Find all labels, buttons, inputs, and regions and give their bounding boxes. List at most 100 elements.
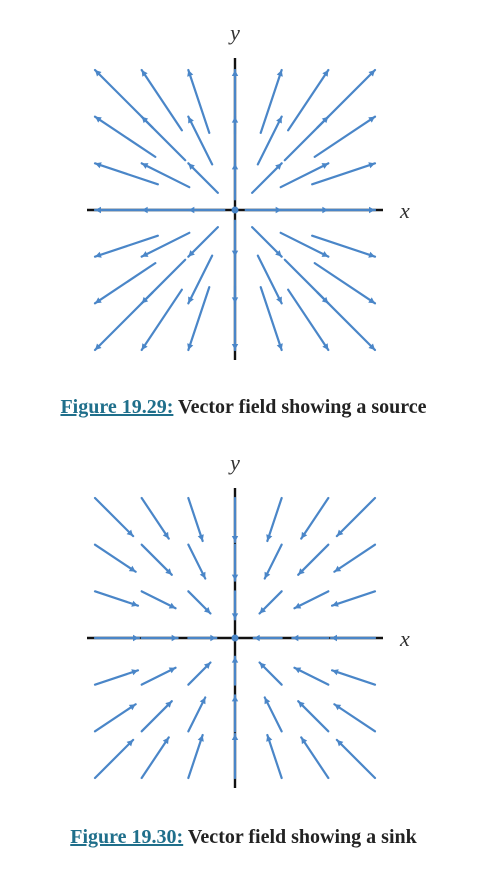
vector-arrow [187,696,207,733]
vector-field-source-diagram: y x [87,20,410,360]
vector-arrow [140,162,191,189]
vector-arrow [231,496,239,544]
vector-arrow [187,206,226,214]
vector-arrow [231,590,239,621]
vector-arrow [316,291,377,352]
vector-arrow [187,543,207,580]
vector-arrow [287,288,330,352]
vector-arrow [140,288,183,352]
vector-arrow [330,669,377,686]
vector-arrow [291,634,330,642]
vector-arrow [297,700,330,733]
vector-arrow [313,262,377,305]
vector-arrow [231,252,239,305]
vector-arrow [140,68,183,132]
vector-arrow [140,258,187,305]
vector-arrow [258,590,283,615]
figure-source: y x Figure 19.29: Vector field showing a… [0,0,487,430]
vector-arrow [231,68,239,136]
caption-text: Vector field showing a source [173,396,427,418]
vector-arrow [140,666,177,686]
vector-arrow [187,496,204,543]
vector-field-sink-diagram: y x [87,450,410,788]
vector-arrow [256,254,283,305]
figure-link[interactable]: Figure 19.29: [60,396,174,418]
vector-arrow [187,634,218,642]
origin-point [231,206,239,214]
x-axis-label: x [399,626,410,651]
vector-arrow [293,666,330,686]
vector-arrow [300,736,330,780]
vector-arrow [187,733,204,780]
vector-arrow [266,733,283,780]
vector-arrow [187,68,211,134]
vector-arrow [335,738,377,780]
vector-arrow [251,162,283,194]
vector-arrow [279,162,330,189]
vector-arrow [93,262,157,305]
vector-arrow [251,226,283,258]
vector-arrow [140,206,193,214]
vector-arrow [333,703,377,733]
vector-arrow [231,219,239,258]
vector-arrow [93,634,141,642]
vector-arrow [140,115,187,162]
vector-arrow [316,68,377,129]
vector-arrow [297,543,330,576]
vector-arrow [93,543,137,573]
figure-link[interactable]: Figure 19.30: [70,826,184,848]
vector-arrow [311,162,377,186]
caption-text: Vector field showing a sink [183,826,417,848]
vector-arrow [187,115,214,166]
vector-arrow [93,590,140,607]
vector-arrow [263,696,283,733]
figure-caption: Figure 19.29: Vector field showing a sou… [0,396,487,419]
vector-arrow [140,590,177,610]
y-axis-label: y [228,20,240,45]
vector-arrow [311,234,377,258]
vector-arrow [231,543,239,582]
vector-arrow [187,162,219,194]
origin-point [231,634,239,642]
x-axis-label: x [399,198,410,223]
vector-arrow [287,68,330,132]
vector-arrow [140,496,170,540]
vector-arrow [263,543,283,580]
vector-arrow [258,661,283,686]
vector-arrow [187,590,212,615]
y-axis-label: y [228,450,240,475]
figure-sink: y x Figure 19.30: Vector field showing a… [0,440,487,879]
vector-arrow [259,68,283,134]
vector-arrow [309,206,377,214]
vector-arrow [279,231,330,258]
vector-arrow [93,669,140,686]
vector-arrow [266,496,283,543]
vector-arrow [231,162,239,201]
vector-arrow [93,496,135,538]
vector-arrow [93,115,157,158]
vector-arrow [335,496,377,538]
vector-arrow [140,634,179,642]
vector-arrow [231,655,239,686]
vector-arrow [93,162,159,186]
vector-arrow [293,590,330,610]
vector-arrow [252,634,283,642]
vector-arrow [140,231,191,258]
vector-arrow [231,732,239,780]
vector-arrow [187,254,214,305]
vector-arrow [244,206,283,214]
vector-arrow [93,234,159,258]
vector-arrow [300,496,330,540]
vector-arrow [140,736,170,780]
figure-caption: Figure 19.30: Vector field showing a sin… [0,826,487,849]
vector-arrow [313,115,377,158]
vector-arrow [329,634,377,642]
vector-arrow [187,226,219,258]
vector-arrow [140,700,173,733]
vector-arrow [330,590,377,607]
vector-arrow [187,286,211,352]
vector-arrow [333,543,377,573]
vector-arrow [256,115,283,166]
vector-arrow [93,703,137,733]
vector-arrow [259,286,283,352]
